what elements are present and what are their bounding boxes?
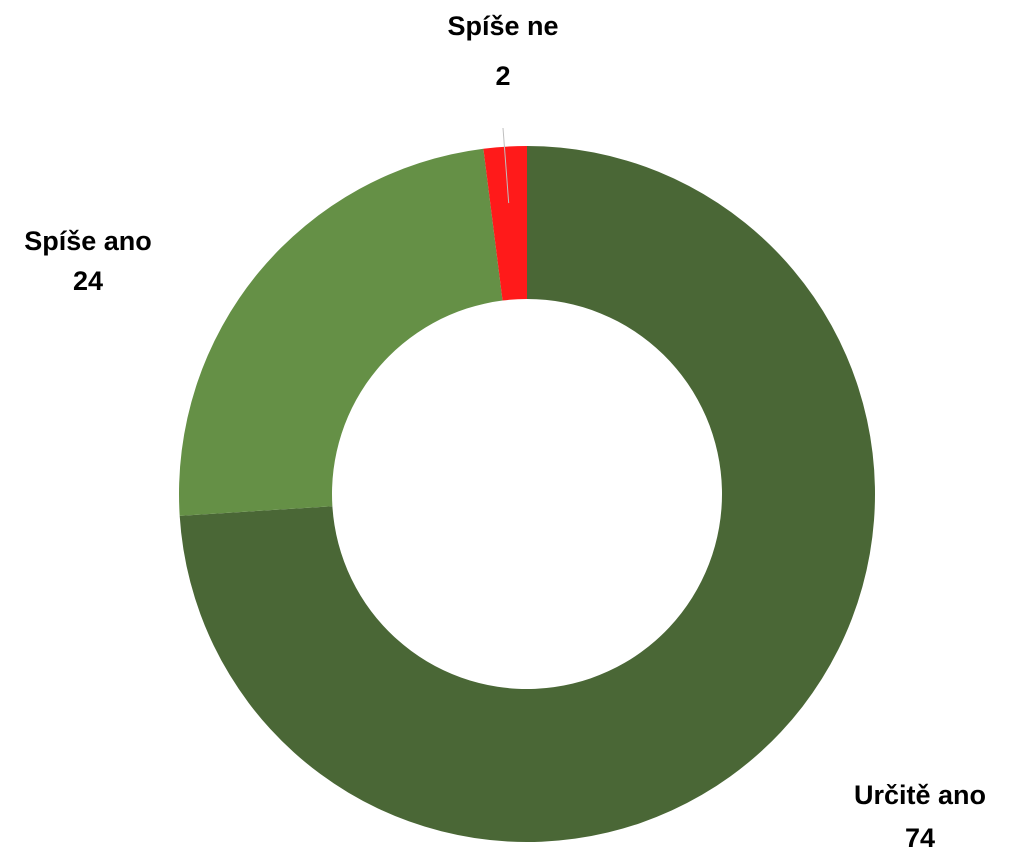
data-label-value: 24 [73,266,103,296]
data-label-value: 74 [905,823,935,853]
donut-slice [178,148,503,516]
data-label-value: 2 [495,61,510,91]
data-label-name: Určitě ano [854,780,986,810]
donut-slice [483,146,527,301]
leader-line [502,127,510,204]
donut-slice [179,146,875,842]
data-label-name: Spíše ano [24,226,152,256]
data-label-name: Spíše ne [447,11,558,41]
